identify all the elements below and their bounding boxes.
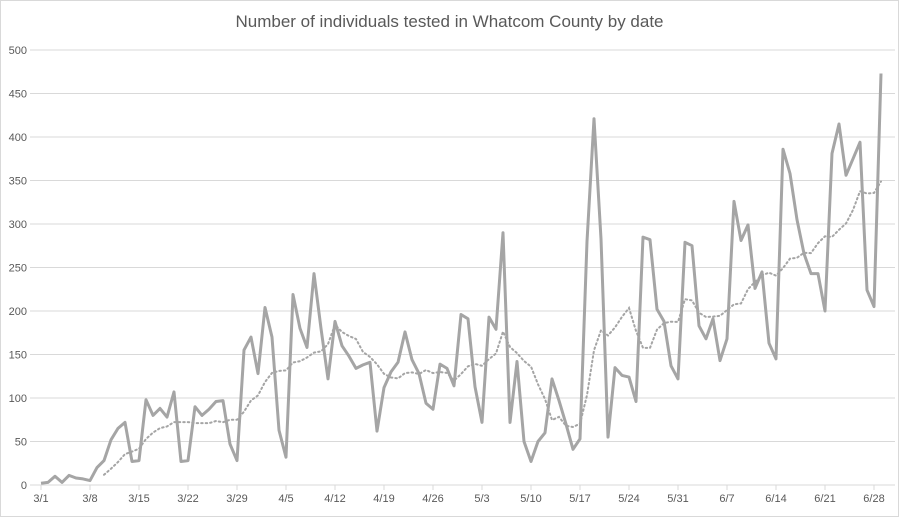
y-tick-label: 150 (9, 350, 27, 362)
series-line-individuals-tested (40, 73, 883, 485)
x-tick-label: 3/15 (128, 493, 149, 505)
y-tick-label: 450 (9, 89, 27, 101)
x-tick-label: 3/29 (226, 493, 247, 505)
x-tick-label: 5/17 (569, 493, 590, 505)
x-tick-label: 5/3 (474, 493, 489, 505)
x-tick-label: 4/5 (278, 493, 293, 505)
x-tick-label: 5/10 (520, 493, 541, 505)
x-tick-label: 5/31 (667, 493, 688, 505)
y-tick-label: 0 (21, 480, 27, 492)
x-tick-label: 6/21 (814, 493, 835, 505)
y-tick-label: 350 (9, 176, 27, 188)
y-tick-label: 200 (9, 306, 27, 318)
x-tick-label: 3/1 (33, 493, 48, 505)
y-tick-label: 500 (9, 45, 27, 57)
x-tick-label: 6/28 (863, 493, 884, 505)
chart-title: Number of individuals tested in Whatcom … (235, 12, 664, 31)
x-tick-label: 4/12 (324, 493, 345, 505)
x-tick-label: 3/22 (177, 493, 198, 505)
x-tick-label: 4/19 (373, 493, 394, 505)
y-tick-label: 50 (15, 437, 27, 449)
x-tick-label: 4/26 (422, 493, 443, 505)
x-tick-label: 6/7 (719, 493, 734, 505)
x-tick-label: 3/8 (82, 493, 97, 505)
moving-average-trendline (103, 180, 882, 476)
y-tick-label: 250 (9, 263, 27, 275)
x-tick-label: 6/14 (765, 493, 786, 505)
x-tick-label: 5/24 (618, 493, 639, 505)
y-tick-label: 400 (9, 132, 27, 144)
y-tick-label: 100 (9, 393, 27, 405)
y-tick-label: 300 (9, 219, 27, 231)
